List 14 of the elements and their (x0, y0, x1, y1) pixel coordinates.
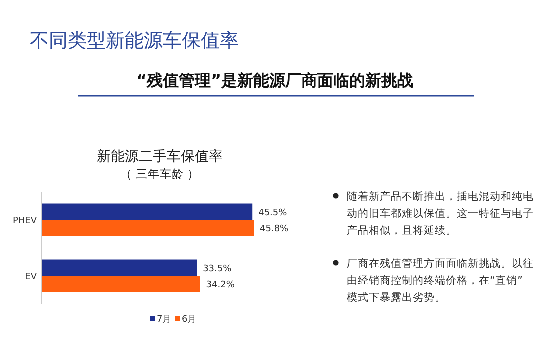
data-label: 33.5% (203, 264, 232, 274)
data-label: 34.2% (206, 280, 236, 291)
y-tick-label: PHEV (12, 216, 38, 226)
legend-label: 6月 (182, 315, 197, 325)
chart-title: 新能源二手车保值率 (97, 149, 223, 165)
annotation: 不同类型新能源车保值率 (30, 30, 239, 52)
chart-subtitle: （ 三年车龄 ） (120, 167, 200, 181)
data-label: 45.8% (260, 224, 290, 235)
annotation: “残值管理”是新能源厂商面临的新挑战 (136, 71, 414, 90)
annotation: 厂商在残值管理方面面临新挑战。以往由经销商控制的终端价格，在“直销”模式下暴露出劣势。 (347, 258, 534, 304)
y-tick-label: EV (25, 272, 38, 282)
annotation: 随着新产品不断推出，插电混动和纯电动的旧车都难以保值。这一特征与电子产品相似，且将延续。 (347, 191, 534, 237)
legend-label: 7月 (157, 315, 172, 325)
data-label: 45.5% (258, 208, 288, 218)
